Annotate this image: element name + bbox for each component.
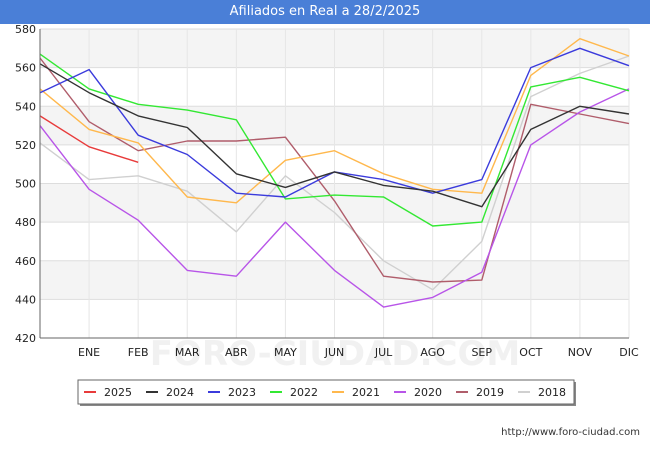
x-tick-label: ABR bbox=[225, 346, 248, 359]
y-tick-label: 440 bbox=[15, 293, 36, 306]
legend-label: 2023 bbox=[228, 386, 256, 399]
legend-label: 2025 bbox=[104, 386, 132, 399]
y-tick-label: 520 bbox=[15, 139, 36, 152]
series-line-2022 bbox=[39, 53, 630, 227]
legend-label: 2018 bbox=[538, 386, 566, 399]
x-tick-labels: ENE FEB MAR ABR MAY JUN JUL AGO SEP OCT NOV DIC bbox=[78, 346, 639, 359]
series-lines bbox=[39, 38, 630, 308]
x-tick-label: SEP bbox=[471, 346, 492, 359]
source-credit: http://www.foro-ciudad.com bbox=[501, 427, 640, 438]
x-tick-label: JUN bbox=[324, 346, 345, 359]
x-tick-label: FEB bbox=[128, 346, 149, 359]
series-line-2025 bbox=[39, 115, 139, 163]
chart-title: Afiliados en Real a 28/2/2025 bbox=[0, 0, 650, 24]
y-tick-label: 480 bbox=[15, 216, 36, 229]
y-tick-label: 500 bbox=[15, 178, 36, 191]
grid-lines bbox=[40, 28, 630, 339]
y-tick-label: 460 bbox=[15, 255, 36, 268]
x-tick-label: DIC bbox=[619, 346, 639, 359]
series-line-2021 bbox=[39, 38, 630, 204]
watermark: FORO-CIUDAD.COM bbox=[150, 334, 521, 374]
series-line-2018 bbox=[39, 55, 630, 291]
x-tick-label: MAY bbox=[274, 346, 297, 359]
y-tick-label: 580 bbox=[15, 23, 36, 36]
legend-label: 2024 bbox=[166, 386, 194, 399]
legend-label: 2022 bbox=[290, 386, 318, 399]
x-tick-label: OCT bbox=[519, 346, 542, 359]
x-tick-label: MAR bbox=[175, 346, 200, 359]
x-tick-label: ENE bbox=[78, 346, 100, 359]
y-tick-label: 540 bbox=[15, 100, 36, 113]
y-tick-labels: 420 440 460 480 500 520 540 560 580 bbox=[15, 23, 36, 345]
y-tick-label: 560 bbox=[15, 62, 36, 75]
legend-label: 2019 bbox=[476, 386, 504, 399]
series-line-2024 bbox=[39, 63, 630, 208]
x-tick-label: NOV bbox=[568, 346, 593, 359]
x-tick-label: JUL bbox=[374, 346, 393, 359]
series-line-2019 bbox=[39, 57, 630, 283]
legend-box bbox=[77, 379, 575, 405]
legend-label: 2020 bbox=[414, 386, 442, 399]
x-tick-label: AGO bbox=[420, 346, 445, 359]
series-line-2020 bbox=[39, 88, 630, 308]
y-tick-label: 420 bbox=[15, 332, 36, 345]
legend-label: 2021 bbox=[352, 386, 380, 399]
legend: 2025 2024 2023 2022 2021 2020 2019 2018 bbox=[77, 379, 576, 406]
